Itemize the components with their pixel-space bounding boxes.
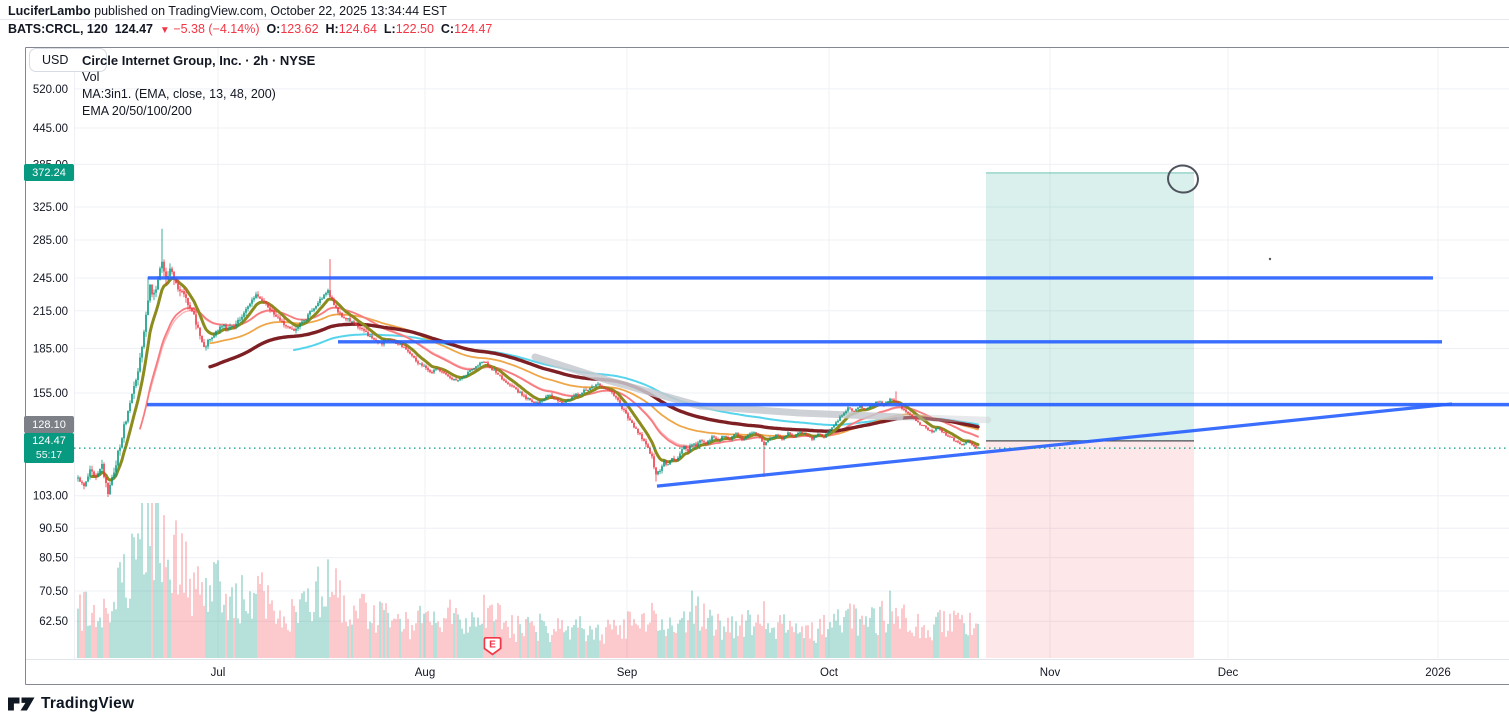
legend-ma3in1-study[interactable]: MA:3in1. (EMA, close, 13, 48, 200) [82,87,276,101]
price-tick-label: 185.00 [33,344,68,356]
last-price: 124.47 [114,22,153,36]
open-value: 123.62 [280,22,319,36]
time-tick-label: Dec [1218,667,1239,679]
legend-ema-study[interactable]: EMA 20/50/100/200 [82,104,192,118]
header-divider [0,19,1509,20]
currency-button[interactable]: USD [29,48,107,72]
close-label: C: [440,22,455,36]
trend-lines[interactable] [147,276,1509,488]
earnings-letter: E [489,640,496,651]
bar-countdown: 55:17 [35,449,63,462]
price-tick-label: 103.00 [33,491,68,503]
entry-price-value: 128.10 [32,418,66,431]
last-price-value: 124.47 [32,435,66,448]
earnings-marker-icon[interactable]: E [483,636,503,657]
low-value: 122.50 [395,22,434,36]
down-arrow-icon: ▼ [159,25,170,36]
volume-bars [77,503,979,658]
grid-lines [74,48,1509,658]
price-tick-label: 80.50 [39,553,68,565]
price-tick-label: 62.50 [39,616,68,628]
time-tick-label: Aug [415,667,435,679]
ema-lines [90,276,980,482]
published-line: LuciferLambo published on TradingView.co… [8,4,447,19]
price-tick-label: 90.50 [39,523,68,535]
last-price-badge: 124.47 55:17 [24,433,74,464]
low-label: L: [383,22,396,36]
published-text: published on TradingView.com, October 22… [90,4,447,18]
legend-volume-study[interactable]: Vol [82,70,100,84]
chart-legend[interactable]: Circle Internet Group, Inc. · 2h · NYSE … [82,52,315,120]
price-tick-label: 215.00 [33,306,68,318]
currency-label: USD [42,53,69,67]
high-label: H: [325,22,339,36]
open-label: O: [266,22,281,36]
price-tick-label: 70.50 [39,586,68,598]
price-tick-label: 155.00 [33,388,68,400]
symbol-interval: BATS:CRCL, 120 [8,22,108,36]
time-tick-label: 2026 [1425,667,1451,679]
price-axis-labels[interactable]: 520.00445.00385.00325.00285.00245.00215.… [33,84,68,628]
time-tick-label: Jul [211,667,226,679]
time-axis-labels[interactable]: Jul Aug Sep Oct Nov Dec 2026 [211,667,1451,679]
entry-price-badge: 128.10 [24,416,74,434]
tradingview-logo[interactable]: TradingView [8,694,134,714]
price-change: −5.38 (−4.14%) [173,22,260,36]
chart-frame [25,47,1509,685]
time-tick-label: Nov [1040,667,1061,679]
price-tick-label: 445.00 [33,123,68,135]
long-position-tool[interactable] [986,172,1194,658]
price-tick-label: 285.00 [33,235,68,247]
tradingview-mark-icon [8,697,35,711]
price-tick-label: 520.00 [33,84,68,96]
symbol-ohlc-bar: BATS:CRCL, 120 124.47 ▼ −5.38 (−4.14%) O… [8,22,492,38]
circle-annotation[interactable] [1166,164,1272,261]
tradingview-wordmark: TradingView [41,695,135,712]
time-tick-label: Sep [617,667,637,679]
close-value: 124.47 [454,22,493,36]
high-value: 124.64 [338,22,377,36]
price-tick-label: 245.00 [33,273,68,285]
author-name: LuciferLambo [8,4,91,18]
legend-symbol-title[interactable]: Circle Internet Group, Inc. · 2h · NYSE [82,53,316,68]
price-tick-label: 325.00 [33,202,68,214]
time-tick-label: Oct [820,667,839,679]
target-price-badge: 372.24 [24,164,74,182]
target-price-value: 372.24 [32,166,66,179]
